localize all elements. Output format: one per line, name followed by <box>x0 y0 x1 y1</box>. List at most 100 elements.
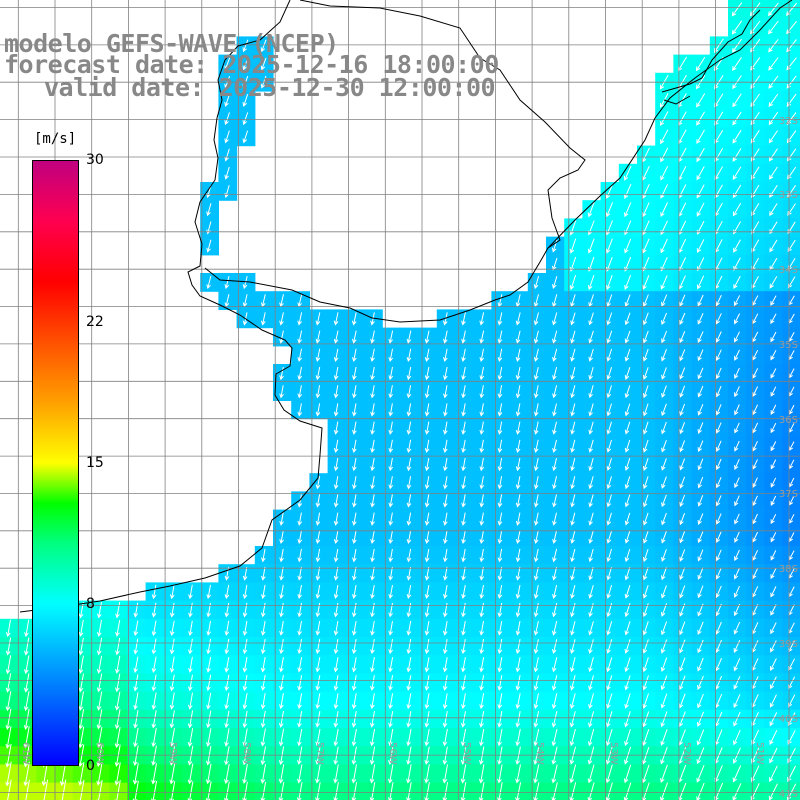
wind-arrow <box>388 621 393 636</box>
wind-arrow <box>642 183 650 199</box>
wind-arrow <box>224 674 230 692</box>
wind-arrow <box>770 568 777 580</box>
wind-arrow <box>151 620 157 637</box>
wind-arrow <box>151 710 157 729</box>
wind-arrow <box>352 385 357 399</box>
wind-arrow <box>96 709 103 730</box>
wind-arrow <box>642 764 650 784</box>
wind-arrow <box>770 532 777 543</box>
wind-arrow <box>497 711 503 728</box>
wind-arrow <box>224 166 230 180</box>
wind-arrow <box>424 330 430 344</box>
wind-arrow <box>697 349 704 362</box>
wind-arrow <box>624 183 632 200</box>
wind-arrow <box>497 439 503 454</box>
wind-arrow <box>479 348 485 363</box>
wind-arrow <box>533 584 539 600</box>
wind-arrow <box>333 693 339 710</box>
wind-arrow <box>642 494 649 508</box>
wind-arrow <box>624 639 631 654</box>
wind-arrow <box>642 675 649 691</box>
wind-arrow <box>752 386 759 398</box>
wind-arrow <box>443 330 448 344</box>
wind-arrow <box>552 276 558 289</box>
valid-date: valid date: 2025-12-30 12:00:00 <box>44 73 496 102</box>
wind-arrow <box>696 765 705 783</box>
wind-arrow <box>406 366 412 381</box>
wind-arrow <box>406 385 412 399</box>
wind-arrow <box>569 693 576 709</box>
wind-arrow <box>96 619 102 637</box>
wind-arrow <box>733 694 741 709</box>
wind-arrow <box>624 711 631 728</box>
wind-arrow <box>315 711 321 728</box>
wind-arrow <box>297 403 303 417</box>
wind-arrow <box>370 330 375 344</box>
wind-arrow <box>315 621 321 636</box>
wind-arrow <box>242 728 248 747</box>
wind-arrow <box>479 439 485 454</box>
wind-arrow <box>333 312 339 326</box>
model-title: modelo GEFS-WAVE (NCEP) <box>4 29 339 58</box>
wind-arrow <box>461 476 466 490</box>
wind-arrow <box>497 421 503 435</box>
wind-arrow <box>369 764 376 784</box>
longitude-label: 60W <box>93 742 105 765</box>
wind-arrow <box>5 691 12 712</box>
wind-arrow <box>661 330 668 344</box>
wind-arrow <box>351 621 357 636</box>
wind-arrow <box>479 366 485 381</box>
wind-arrow <box>770 459 777 470</box>
longitude-label: 54W <box>534 742 546 765</box>
wind-arrow <box>642 202 650 218</box>
wind-arrow <box>133 674 139 692</box>
wind-arrow <box>624 202 632 218</box>
wind-arrow <box>352 548 357 563</box>
wind-arrow <box>642 439 649 453</box>
wind-arrow <box>333 639 339 655</box>
wind-arrow <box>679 458 686 471</box>
wind-arrow <box>624 238 632 254</box>
wind-arrow <box>242 57 249 71</box>
wind-arrow <box>115 673 121 693</box>
wind-arrow <box>497 764 503 784</box>
wind-arrow <box>696 782 705 800</box>
wind-arrow <box>533 728 540 747</box>
wind-arrow <box>497 366 503 381</box>
wind-arrow <box>333 782 339 800</box>
wind-arrow <box>370 512 375 526</box>
wind-arrow <box>351 675 357 691</box>
wind-arrow <box>533 348 539 362</box>
wind-arrow <box>515 548 521 563</box>
wind-arrow <box>479 312 485 326</box>
wind-arrow <box>279 584 284 600</box>
wind-arrow <box>169 728 175 748</box>
wind-arrow <box>369 782 376 800</box>
wind-arrow <box>297 621 302 636</box>
wind-arrow <box>588 366 594 381</box>
wind-arrow <box>279 620 284 636</box>
wind-arrow <box>606 458 612 471</box>
wind-arrow <box>406 330 412 344</box>
longitude-label: 55W <box>460 742 472 765</box>
wind-arrow <box>442 728 448 747</box>
wind-arrow <box>678 675 686 691</box>
wind-arrow <box>96 637 103 656</box>
wind-arrow <box>388 675 394 691</box>
wind-arrow <box>461 312 466 326</box>
wind-arrow <box>642 275 650 290</box>
longitude-label: 59W <box>167 742 179 765</box>
wind-arrow <box>661 458 667 471</box>
wind-arrow <box>534 512 539 526</box>
wind-arrow <box>279 530 284 545</box>
wind-arrow <box>479 530 485 545</box>
wind-arrow <box>333 476 339 490</box>
wind-arrow <box>587 782 595 800</box>
wind-arrow <box>697 476 704 489</box>
wind-arrow <box>315 693 321 710</box>
wind-arrow <box>388 711 394 728</box>
wind-arrow <box>570 348 576 362</box>
wind-arrow <box>606 403 612 417</box>
wind-arrow <box>715 585 722 599</box>
